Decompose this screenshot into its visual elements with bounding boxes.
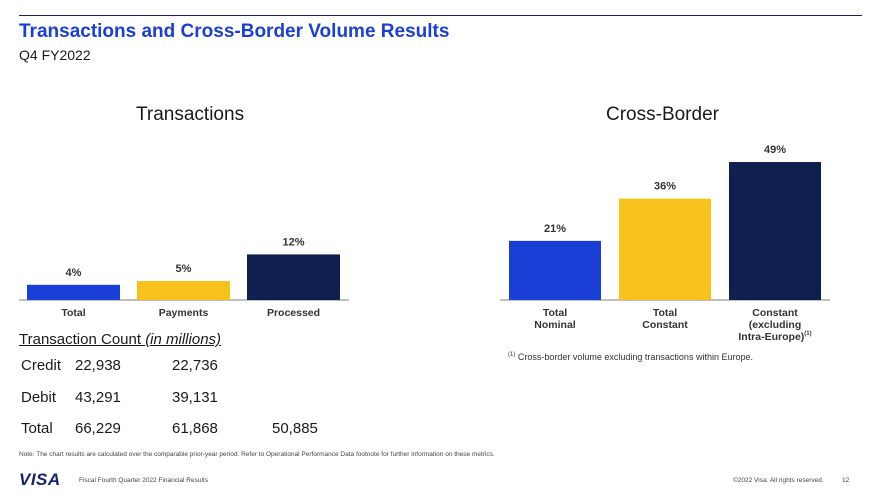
visa-logo: VISA: [19, 470, 61, 489]
bar-2: [729, 162, 821, 300]
category-label: Intra-Europe)(1): [738, 331, 811, 343]
payments-cell: 22,736: [172, 357, 218, 374]
total-cell: 22,938: [75, 357, 121, 374]
bar-value-label: 12%: [282, 236, 304, 248]
chart-note: Note: The chart results are calculated o…: [19, 451, 495, 458]
footer-report-title: Fiscal Fourth Quarter 2022 Financial Res…: [79, 477, 208, 484]
bar-2: [247, 254, 340, 300]
payments-cell: 39,131: [172, 389, 218, 406]
bar-0: [509, 240, 601, 300]
row-label: Total: [21, 420, 53, 437]
row-label: Credit: [21, 357, 62, 374]
category-label: Processed: [267, 307, 320, 319]
category-label: Nominal: [534, 319, 576, 331]
page-subtitle: Q4 FY2022: [19, 47, 91, 63]
processed-cell: 50,885: [272, 420, 318, 437]
page-number: 12: [842, 477, 850, 484]
bar-value-label: 5%: [176, 263, 192, 275]
bar-value-label: 21%: [544, 223, 566, 235]
transactions-chart-title: Transactions: [136, 104, 245, 125]
bar-1: [137, 281, 230, 300]
category-label: (excluding: [749, 319, 802, 331]
payments-cell: 61,868: [172, 420, 218, 437]
page-title: Transactions and Cross-Border Volume Res…: [19, 21, 450, 42]
total-cell: 66,229: [75, 420, 121, 437]
category-label: Constant: [752, 307, 798, 319]
category-label: Total: [543, 307, 567, 319]
footer-copyright: ©2022 Visa. All rights reserved.: [733, 477, 824, 484]
row-label: Debit: [21, 389, 57, 406]
cross-border-footnote: (1) Cross-border volume excluding transa…: [508, 352, 753, 362]
bar-value-label: 4%: [66, 267, 82, 279]
category-label: Constant: [642, 319, 688, 331]
category-label: Total: [653, 307, 677, 319]
category-label: Payments: [159, 307, 209, 319]
total-cell: 43,291: [75, 389, 121, 406]
category-label: Total: [61, 307, 85, 319]
footnote-marker: (1): [804, 331, 811, 337]
bar-value-label: 36%: [654, 181, 676, 193]
bar-0: [27, 284, 120, 300]
cross-border-chart-title: Cross-Border: [606, 104, 719, 125]
transaction-count-heading: Transaction Count (in millions): [19, 331, 222, 348]
header-rule: [19, 15, 862, 16]
bar-1: [619, 198, 711, 300]
bar-value-label: 49%: [764, 144, 786, 156]
